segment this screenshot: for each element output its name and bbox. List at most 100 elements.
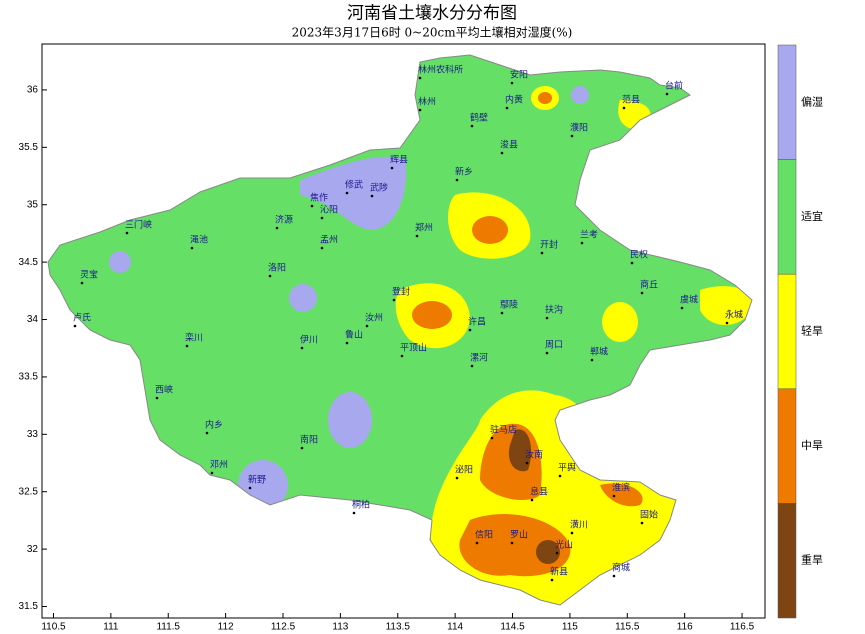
station-dot [630, 261, 634, 265]
legend-label: 偏湿 [801, 94, 823, 108]
station-label: 潢川 [570, 519, 588, 531]
station-dot [640, 291, 644, 295]
station-label: 民权 [630, 249, 648, 261]
station-label: 渑池 [190, 234, 208, 246]
station-dot [392, 298, 396, 302]
station-label: 汝南 [525, 449, 543, 461]
legend-swatch [777, 44, 797, 160]
y-tick-label: 36 [27, 85, 39, 96]
legend-swatch [777, 503, 797, 619]
station-label: 汝州 [365, 312, 383, 324]
y-tick-label: 33.5 [19, 372, 39, 383]
station-dot [622, 106, 626, 110]
station-dot [468, 328, 472, 332]
station-dot [558, 474, 562, 478]
x-tick-label: 116 [677, 622, 693, 633]
y-tick-label: 35 [27, 199, 39, 210]
station-dot [590, 358, 594, 362]
station-dot [570, 531, 574, 535]
y-tick-label: 33 [27, 429, 39, 440]
x-tick-label: 115 [562, 622, 578, 633]
station-label: 罗山 [510, 530, 528, 541]
x-tick-label: 114.5 [500, 622, 525, 633]
station-label: 息县 [530, 486, 548, 498]
station-label: 周口 [545, 340, 563, 351]
station-dot [310, 204, 314, 208]
station-label: 林州 [418, 96, 436, 108]
station-dot [545, 316, 549, 320]
station-dot [390, 166, 394, 170]
station-label: 南阳 [300, 434, 318, 446]
station-label: 郸城 [590, 346, 608, 358]
x-tick-label: 113.5 [386, 622, 411, 633]
station-dot [415, 234, 419, 238]
station-label: 光山 [555, 539, 573, 551]
station-label: 新县 [550, 566, 568, 578]
y-tick-label: 31.5 [19, 601, 39, 612]
station-label: 孟州 [320, 235, 338, 246]
station-dot [418, 108, 422, 112]
station-dot [530, 498, 534, 502]
station-label: 西峡 [155, 384, 173, 396]
legend-swatch [777, 159, 797, 275]
x-tick-label: 114 [447, 622, 463, 633]
station-dot [640, 521, 644, 525]
station-label: 登封 [392, 286, 410, 298]
station-dot [665, 92, 669, 96]
station-dot [365, 324, 369, 328]
station-label: 浚县 [500, 139, 518, 151]
station-label: 内黄 [505, 94, 523, 106]
station-dot [500, 151, 504, 155]
x-tick-label: 116.5 [730, 622, 755, 633]
station-label: 新乡 [455, 166, 473, 178]
y-tick-label: 34 [27, 314, 39, 325]
y-tick-label: 34.5 [19, 257, 39, 268]
station-label: 鲁山 [345, 329, 363, 341]
x-tick-label: 112 [218, 622, 234, 633]
station-label: 许昌 [468, 316, 486, 328]
station-dot [418, 76, 422, 80]
y-tick-label: 32.5 [19, 486, 39, 497]
x-tick-label: 115.5 [615, 622, 640, 633]
station-dot [580, 241, 584, 245]
station-dot [550, 578, 554, 582]
station-label: 固始 [640, 509, 658, 521]
station-label: 洛阳 [268, 262, 286, 274]
station-label: 安阳 [510, 69, 528, 81]
station-dot [155, 396, 159, 400]
legend-label: 重旱 [801, 553, 823, 567]
station-dot [455, 476, 459, 480]
station-label: 商城 [612, 562, 630, 574]
station-dot [680, 306, 684, 310]
station-dot [540, 251, 544, 255]
station-dot [210, 471, 214, 475]
station-label: 内乡 [205, 419, 223, 431]
station-dot [345, 191, 349, 195]
station-label: 濮阳 [570, 122, 588, 134]
station-label: 郑州 [415, 222, 433, 234]
station-dot [185, 344, 189, 348]
station-label: 泌阳 [455, 464, 473, 476]
station-dot [300, 446, 304, 450]
legend-label: 适宜 [801, 209, 823, 223]
y-tick-label: 32 [27, 544, 39, 555]
station-dot [612, 574, 616, 578]
station-dot [400, 354, 404, 358]
station-label: 范县 [622, 94, 640, 106]
station-dot [505, 106, 509, 110]
y-tick-label: 35.5 [19, 142, 39, 153]
station-dot [73, 324, 77, 328]
station-dot [275, 226, 279, 230]
stations: 林州农科所 安阳 台前 范县 林州 内黄 鹤壁 濮阳 浚县 新乡 辉县 武陟 修… [73, 64, 743, 582]
station-label: 平顶山 [400, 343, 427, 354]
station-dot [268, 274, 272, 278]
station-label: 鹤壁 [470, 112, 488, 124]
station-dot [320, 216, 324, 220]
station-dot [300, 346, 304, 350]
station-dot [555, 551, 559, 555]
station-dot [352, 511, 356, 515]
legend-swatch [777, 388, 797, 504]
station-dot [345, 341, 349, 345]
station-dot [725, 321, 729, 325]
